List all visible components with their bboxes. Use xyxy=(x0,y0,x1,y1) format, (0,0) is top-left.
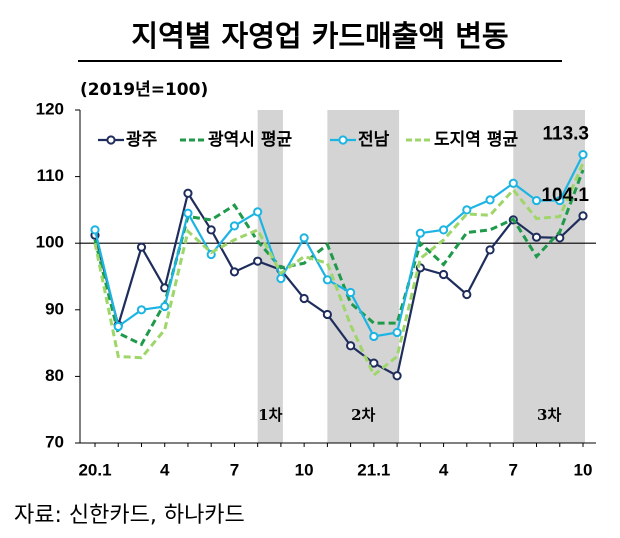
point xyxy=(299,233,309,243)
shaded-period xyxy=(513,110,585,443)
x-tick-label: 10 xyxy=(295,460,314,479)
x-tick-label: 10 xyxy=(574,460,593,479)
chart-title: 지역별 자영업 카드매출액 변동 xyxy=(131,19,508,53)
point xyxy=(136,242,147,252)
point xyxy=(462,289,472,300)
y-tick-label: 70 xyxy=(45,432,64,451)
period-label: 3차 xyxy=(537,406,561,424)
point xyxy=(415,228,425,238)
point xyxy=(462,205,472,215)
period-label: 2차 xyxy=(351,406,375,424)
point xyxy=(346,287,356,298)
series-line xyxy=(93,162,585,378)
x-tick-label: 7 xyxy=(230,460,239,479)
point xyxy=(160,301,170,312)
y-tick-label: 100 xyxy=(36,233,64,252)
series-line xyxy=(93,154,584,338)
point xyxy=(322,275,332,285)
end-label: 113.3 xyxy=(543,124,590,145)
series-line xyxy=(93,190,584,378)
x-tick-label: 4 xyxy=(439,460,449,479)
shaded-period xyxy=(327,110,400,443)
point xyxy=(555,195,565,206)
point xyxy=(392,327,402,338)
point xyxy=(555,233,565,243)
point xyxy=(322,309,332,320)
point xyxy=(392,371,402,381)
legend-label: 광역시 평균 xyxy=(208,130,292,150)
x-tick-label: 7 xyxy=(509,460,518,479)
point xyxy=(229,221,240,231)
legend-label: 광주 xyxy=(126,130,158,150)
subtitle: (2019년=100) xyxy=(80,80,208,100)
point xyxy=(253,207,263,217)
x-tick-label: 20.1 xyxy=(78,460,111,479)
point xyxy=(276,273,286,284)
point xyxy=(531,195,542,206)
y-tick-label: 80 xyxy=(45,366,64,385)
y-tick-label: 90 xyxy=(45,299,64,318)
x-tick-label: 4 xyxy=(160,460,170,479)
point xyxy=(369,331,379,342)
point xyxy=(229,267,240,277)
point xyxy=(578,150,588,160)
source: 자료: 신한카드, 하나카드 xyxy=(14,503,245,528)
point xyxy=(531,232,542,242)
legend-label: 도지역 평균 xyxy=(434,130,518,150)
point xyxy=(438,225,449,235)
y-tick-label: 110 xyxy=(37,166,64,185)
legend-marker xyxy=(106,135,116,145)
point xyxy=(183,208,193,218)
y-tick-label: 120 xyxy=(36,99,64,118)
point xyxy=(485,245,495,255)
legend-marker xyxy=(338,135,348,145)
point xyxy=(206,225,216,235)
legend-label: 전남 xyxy=(358,130,390,150)
point xyxy=(183,188,193,198)
point xyxy=(508,178,518,188)
point xyxy=(136,305,147,315)
point xyxy=(346,341,356,351)
point xyxy=(438,269,449,280)
point xyxy=(485,195,495,205)
period-label: 1차 xyxy=(258,406,282,424)
x-tick-label: 21.1 xyxy=(357,460,390,479)
point xyxy=(90,225,100,235)
point xyxy=(369,358,379,368)
point xyxy=(113,321,123,332)
point xyxy=(578,211,588,221)
end-label: 104.1 xyxy=(541,185,589,206)
point xyxy=(299,293,309,304)
point xyxy=(253,256,263,266)
